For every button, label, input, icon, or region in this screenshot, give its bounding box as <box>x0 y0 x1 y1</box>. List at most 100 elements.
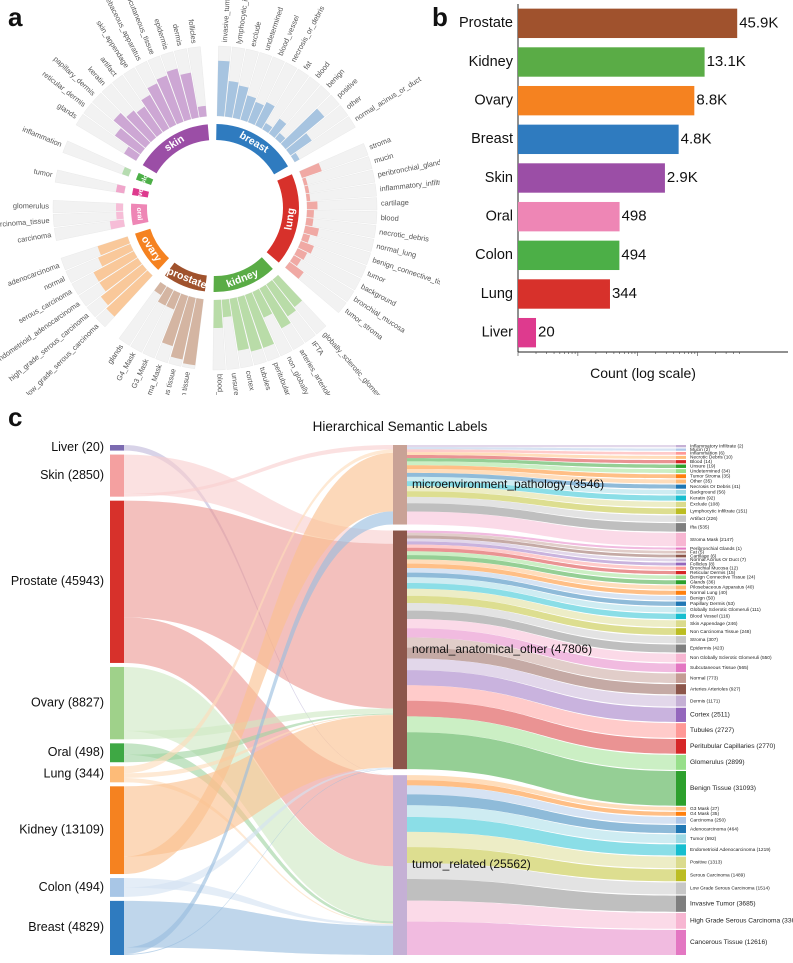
radial-bar <box>298 240 314 254</box>
radial-group-arc <box>132 187 149 198</box>
sankey-link <box>407 670 676 722</box>
radial-bar-label: normal_acinus_or_duct <box>353 75 423 123</box>
radial-bar-chart: invasive_tumor lymphocytic_infiltrateexcl… <box>0 0 440 395</box>
bar <box>518 201 620 232</box>
radial-bar <box>229 297 249 351</box>
radial-bar-track <box>305 183 377 202</box>
sankey-leaf-label: Tumor (592) <box>690 836 717 842</box>
sankey-leaf-label: Keratin (92) <box>690 495 715 501</box>
radial-bar-label: other <box>344 93 363 111</box>
radial-bar-track <box>54 219 126 241</box>
x-axis-title: Count (log scale) <box>590 365 696 381</box>
sankey-leaf-node <box>676 844 686 856</box>
sankey-leaf-node <box>676 532 686 547</box>
sankey-middle-label: microenvironment_pathology (3546) <box>412 477 604 491</box>
radial-bar <box>170 296 196 360</box>
sankey-link <box>407 794 676 834</box>
category-label: Prostate <box>459 15 513 31</box>
sankey-chart: Hierarchical Semantic Labels Liver (20) Sk… <box>11 419 793 955</box>
sankey-leaf-node <box>676 707 686 722</box>
radial-bar <box>259 284 291 329</box>
sankey-leaf-label: Peritubular Capillaries (2770) <box>690 743 775 750</box>
sankey-link <box>407 496 676 522</box>
radial-bar-label: follicles <box>187 19 199 44</box>
sankey-leaf-node <box>676 580 686 585</box>
bar <box>518 240 620 271</box>
radial-bar <box>301 233 311 243</box>
value-label: 20 <box>538 324 555 341</box>
sankey-leaf-node <box>676 575 686 580</box>
sankey-source-node <box>110 900 124 955</box>
radial-bar <box>216 60 230 117</box>
sankey-link <box>124 511 393 955</box>
sankey-leaf-node <box>676 613 686 620</box>
sankey-leaf-node <box>676 566 686 570</box>
sankey-link <box>124 708 393 740</box>
radial-bar <box>232 85 249 120</box>
sankey-leaf-node <box>676 856 686 869</box>
horizontal-bar-chart: Prostate 45.9K Kidney 13.1K Ovary 8.8K Breast 4… <box>459 4 788 381</box>
sankey-link <box>407 563 676 595</box>
bar <box>518 317 537 348</box>
radial-bar <box>93 251 138 282</box>
sankey-leaf-label: Stroma Mask (2147) <box>690 537 734 543</box>
sankey-link <box>407 775 676 811</box>
radial-group-arc <box>216 124 288 175</box>
sankey-leaf-label: Bronchial Mucosa (12) <box>690 565 738 571</box>
sankey-link <box>407 544 676 570</box>
radial-bar <box>286 133 312 156</box>
sankey-leaf-label: Stroma (307) <box>690 637 718 643</box>
sankey-leaf-label: Artifact (226) <box>690 516 718 522</box>
radial-bar <box>305 217 314 227</box>
sankey-leaf-node <box>676 547 686 550</box>
sankey-link <box>407 469 676 484</box>
sankey-leaf-label: Blood Vessel (116) <box>690 614 730 620</box>
radial-bar <box>285 261 304 279</box>
radial-group-label: oral <box>135 207 143 220</box>
sankey-source-label: Liver (20) <box>51 440 104 454</box>
radial-bar <box>154 282 167 296</box>
sankey-link <box>407 602 676 644</box>
sankey-source-label: Oral (498) <box>48 745 104 759</box>
category-label: Colon <box>475 247 513 263</box>
sankey-link <box>407 476 676 495</box>
sankey-leaf-label: Positive (1313) <box>690 860 722 866</box>
radial-bar <box>97 236 131 256</box>
category-label: Kidney <box>469 54 514 70</box>
sankey-leaf-node <box>676 479 686 484</box>
sankey-link <box>407 619 676 663</box>
bar <box>518 279 610 309</box>
sankey-middle-node <box>393 775 407 955</box>
radial-bar-label: tumor <box>366 269 387 285</box>
sankey-link <box>407 900 676 929</box>
sankey-leaf-label: Epidermis (423) <box>690 646 724 652</box>
radial-bar-label: benign_connective_tissue <box>371 255 440 290</box>
sankey-leaf-node <box>676 929 686 955</box>
radial-bar-label: inflammatory_infiltrate <box>379 176 440 193</box>
sankey-source-node <box>110 766 124 783</box>
radial-bar <box>290 152 300 163</box>
radial-bar <box>224 81 239 118</box>
radial-bar-label: glomerulus <box>13 201 50 210</box>
sankey-leaf-label: Background (56) <box>690 489 726 495</box>
value-label: 344 <box>612 285 637 302</box>
sankey-leaf-node <box>676 554 686 558</box>
sankey-link <box>124 768 393 955</box>
radial-bar <box>240 95 257 122</box>
sankey-link <box>407 454 676 464</box>
sankey-leaf-label: Cortex (2511) <box>690 712 730 719</box>
sankey-leaf-label: Mucin (2) <box>690 447 710 453</box>
sankey-leaf-node <box>676 834 686 844</box>
sankey-link <box>407 541 676 566</box>
sankey-leaf-node <box>676 445 686 448</box>
radial-bar-label: non_carcinoma_tissue <box>0 216 50 231</box>
radial-bar <box>166 290 181 310</box>
sankey-leaf-node <box>676 811 686 816</box>
radial-bar <box>294 248 308 260</box>
radial-bar-label: benign tissue <box>176 371 192 395</box>
radial-bar-track <box>52 200 124 214</box>
sankey-source-label: Ovary (8827) <box>31 695 104 709</box>
radial-bar <box>124 146 140 161</box>
sankey-link <box>407 465 676 479</box>
bar <box>518 124 679 155</box>
